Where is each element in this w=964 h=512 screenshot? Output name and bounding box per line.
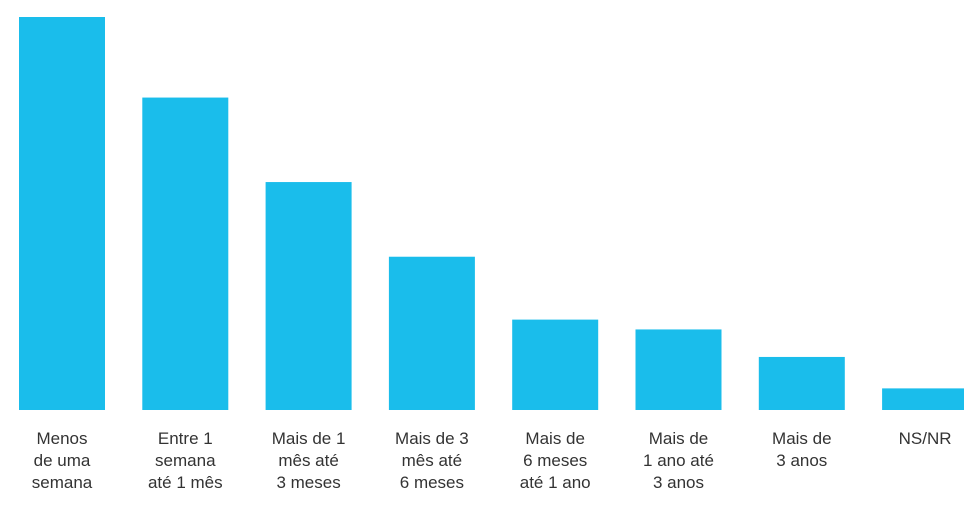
bar-4 bbox=[512, 319, 599, 410]
x-tick-label-5: Mais de 1 ano até 3 anos bbox=[643, 429, 714, 492]
bar-7 bbox=[882, 388, 964, 410]
x-tick-label-7: NS/NR bbox=[898, 429, 952, 448]
bar-2 bbox=[265, 182, 352, 410]
bar-0 bbox=[19, 17, 105, 410]
bar-5 bbox=[635, 329, 722, 410]
bar-3 bbox=[388, 256, 475, 410]
x-tick-label-6: Mais de 3 anos bbox=[772, 429, 832, 470]
x-tick-label-4: Mais de 6 meses até 1 ano bbox=[519, 429, 591, 492]
x-tick-label-1: Entre 1 semana até 1 mês bbox=[147, 429, 223, 492]
x-tick-label-2: Mais de 1 mês até 3 meses bbox=[271, 429, 346, 492]
bar-1 bbox=[142, 97, 229, 410]
x-tick-label-3: Mais de 3 mês até 6 meses bbox=[395, 429, 469, 492]
bar-6 bbox=[758, 356, 845, 410]
x-tick-label-0: Menos de uma semana bbox=[31, 429, 93, 492]
